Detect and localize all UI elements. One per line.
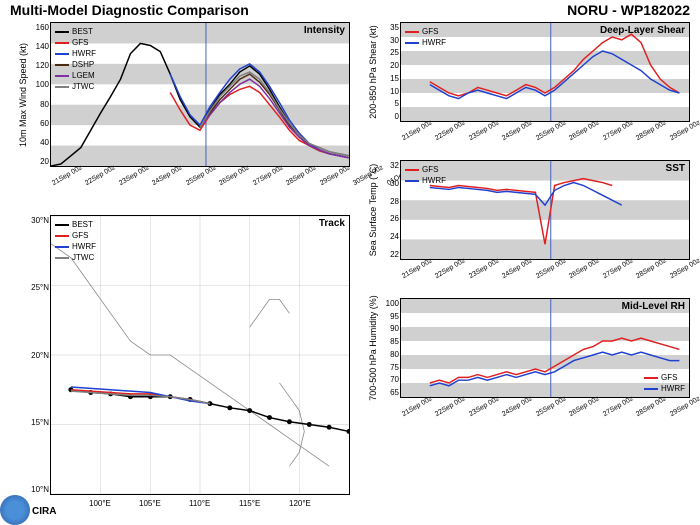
sst-ylabel: Sea Surface Temp (°C) <box>368 164 378 256</box>
sst-xaxis: 21Sep 00z22Sep 00z23Sep 00z24Sep 00z25Se… <box>401 274 689 281</box>
rh-xaxis: 21Sep 00z22Sep 00z23Sep 00z24Sep 00z25Se… <box>401 412 689 419</box>
shear-xaxis: 21Sep 00z22Sep 00z23Sep 00z24Sep 00z25Se… <box>401 136 689 143</box>
sst-title: SST <box>666 163 685 174</box>
shear-yaxis: 35302520151050 <box>379 23 399 121</box>
shear-title: Deep-Layer Shear <box>600 25 685 36</box>
sst-yaxis: 323028262422 <box>379 161 399 259</box>
sst-panel: SST Sea Surface Temp (°C) GFSHWRF 323028… <box>400 160 690 260</box>
track-legend: BESTGFSHWRFJTWC <box>55 219 96 263</box>
cira-text: CIRA <box>32 506 56 517</box>
rh-title: Mid-Level RH <box>622 301 685 312</box>
intensity-yaxis: 16014012010080604020 <box>29 23 49 166</box>
shear-legend: GFSHWRF <box>405 26 446 48</box>
storm-title: NORU - WP182022 <box>567 2 690 18</box>
intensity-xaxis: 21Sep 00z22Sep 00z23Sep 00z24Sep 00z25Se… <box>51 181 349 188</box>
track-title: Track <box>319 218 345 229</box>
sst-legend: GFSHWRF <box>405 164 446 186</box>
intensity-ylabel: 10m Max Wind Speed (kt) <box>18 42 28 146</box>
track-yaxis: 30°N25°N20°N15°N10°N <box>29 216 49 494</box>
shear-panel: Deep-Layer Shear 200-850 hPa Shear (kt) … <box>400 22 690 122</box>
intensity-legend: BESTGFSHWRFDSHPLGEMJTWC <box>55 26 96 92</box>
intensity-panel: Intensity 10m Max Wind Speed (kt) BESTGF… <box>50 22 350 167</box>
rh-ylabel: 700-500 hPa Humidity (%) <box>368 295 378 401</box>
rh-legend: GFSHWRF <box>644 372 685 394</box>
cira-logo <box>0 495 30 525</box>
main-title: Multi-Model Diagnostic Comparison <box>10 2 249 18</box>
rh-yaxis: 10095908580757065 <box>379 299 399 397</box>
shear-ylabel: 200-850 hPa Shear (kt) <box>368 25 378 119</box>
intensity-title: Intensity <box>304 25 345 36</box>
track-panel: Track BESTGFSHWRFJTWC 30°N25°N20°N15°N10… <box>50 215 350 495</box>
rh-panel: Mid-Level RH 700-500 hPa Humidity (%) GF… <box>400 298 690 398</box>
